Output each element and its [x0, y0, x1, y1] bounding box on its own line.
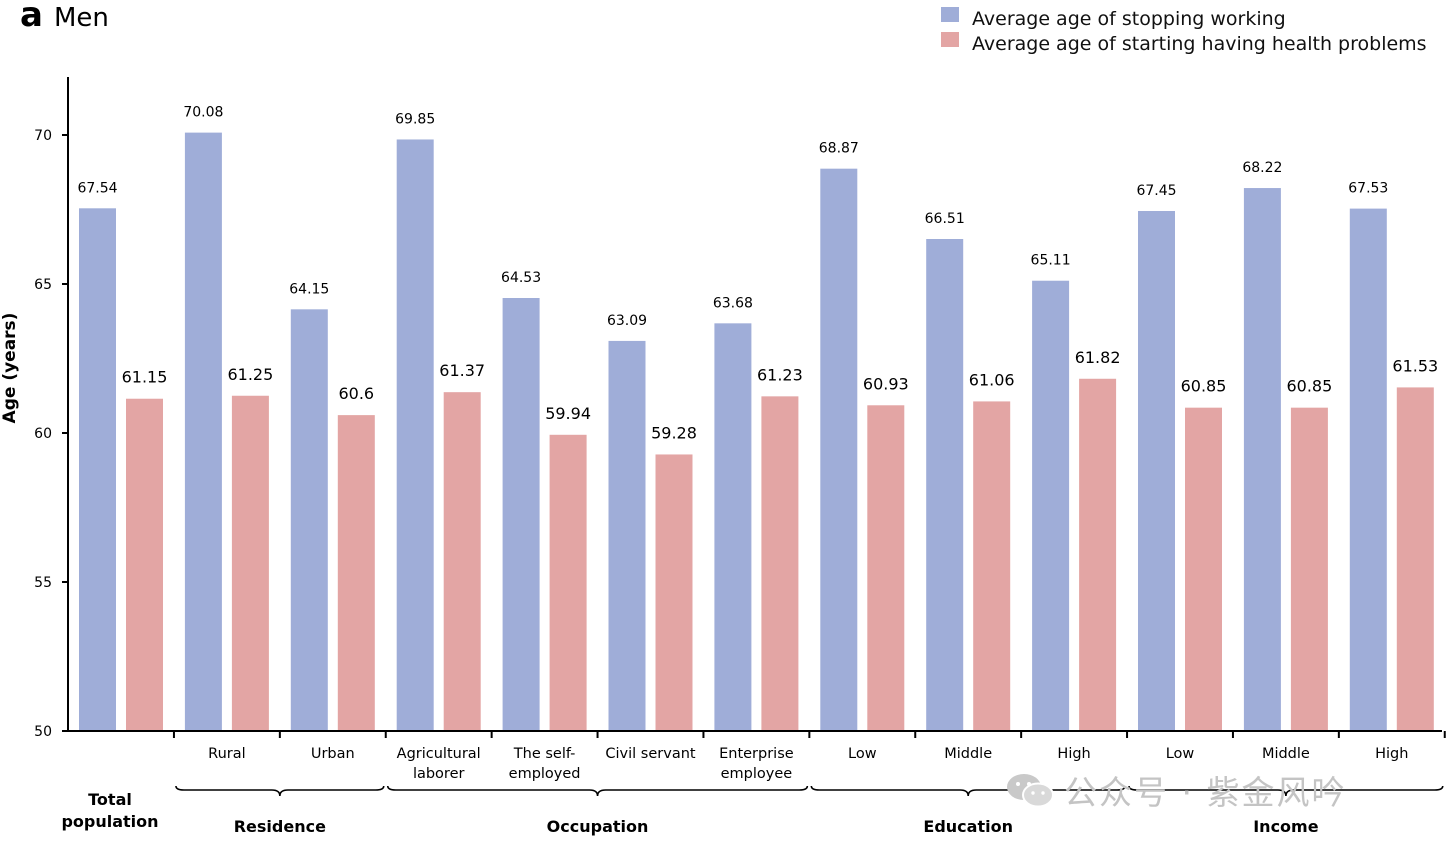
group-brace — [386, 785, 809, 797]
bar-health-problems — [337, 415, 375, 731]
x-axis: Total population Rural Urban Agricultural lab… — [61, 730, 1446, 831]
value-label-stopping-working: 68.22 — [1242, 160, 1282, 176]
y-axis: 50 55 60 65 70 — [34, 77, 69, 740]
bar-health-problems — [1079, 378, 1117, 731]
value-label-health-problems: 61.06 — [969, 370, 1015, 389]
bar-stopping-working — [79, 208, 116, 732]
value-label-stopping-working: 70.08 — [183, 105, 223, 121]
bar-health-problems — [1185, 407, 1222, 731]
value-label-stopping-working: 63.09 — [607, 313, 647, 329]
panel-letter: a — [20, 0, 43, 35]
group-brace — [175, 785, 385, 797]
bar-health-problems — [126, 398, 163, 731]
category-label: Urban — [311, 746, 355, 762]
value-label-health-problems: 61.15 — [122, 368, 168, 387]
value-label-stopping-working: 67.45 — [1136, 183, 1176, 199]
value-label-health-problems: 60.85 — [1181, 377, 1227, 396]
category-label: Low — [848, 746, 877, 762]
value-label-health-problems: 60.6 — [338, 384, 374, 403]
bar-stopping-working — [184, 132, 222, 732]
bar-health-problems — [761, 396, 799, 731]
group-brace — [810, 785, 1126, 797]
value-label-stopping-working: 68.87 — [819, 141, 859, 157]
legend: Average age of stopping working Average … — [941, 7, 1427, 55]
bar-area: 67.54 61.15 70.08 61.25 64.15 60.6 69.85 61.37 6… — [77, 105, 1438, 732]
category-groups: Residence Occupation Education Income — [175, 785, 1444, 836]
value-label-stopping-working: 64.15 — [289, 281, 329, 297]
category-label: Enterprise — [719, 746, 794, 762]
category-label: Total — [88, 790, 132, 809]
bar-stopping-working — [820, 168, 858, 731]
bar-stopping-working — [396, 139, 434, 732]
category-label: Middle — [944, 746, 992, 762]
category-label: High — [1057, 746, 1090, 762]
bar-stopping-working — [1349, 208, 1387, 731]
legend-label-health-problems: Average age of starting having health pr… — [972, 33, 1427, 55]
value-label-stopping-working: 69.85 — [395, 111, 435, 127]
bar-stopping-working — [926, 239, 964, 731]
bar-health-problems — [867, 405, 905, 731]
bar-health-problems — [443, 392, 481, 731]
value-label-health-problems: 60.93 — [863, 374, 909, 393]
group-label: Income — [1253, 817, 1318, 836]
value-label-stopping-working: 63.68 — [713, 295, 753, 311]
value-label-health-problems: 61.37 — [439, 361, 485, 380]
bar-health-problems — [1290, 407, 1328, 731]
y-tick-label: 60 — [34, 426, 52, 442]
value-label-stopping-working: 65.11 — [1031, 253, 1071, 269]
y-tick-label: 65 — [34, 277, 52, 293]
category-label: The self- — [513, 746, 576, 762]
group-brace — [1128, 785, 1444, 797]
bar-stopping-working — [1243, 188, 1281, 731]
watermark-text: 公众号 · 紫金风吟 — [1064, 773, 1347, 812]
legend-label-stopping-working: Average age of stopping working — [972, 8, 1286, 30]
value-label-stopping-working: 64.53 — [501, 270, 541, 286]
group-label: Education — [923, 817, 1013, 836]
category-label: Low — [1166, 746, 1195, 762]
bar-stopping-working — [290, 309, 328, 731]
value-label-stopping-working: 67.53 — [1348, 181, 1388, 197]
y-tick-label: 70 — [34, 128, 52, 144]
category-label: laborer — [413, 766, 465, 782]
value-label-health-problems: 61.25 — [227, 365, 273, 384]
bar-stopping-working — [608, 340, 646, 731]
group-label: Residence — [234, 817, 326, 836]
category-label: High — [1375, 746, 1408, 762]
bar-health-problems — [231, 395, 269, 731]
bar-stopping-working — [1138, 210, 1175, 732]
bar-stopping-working — [714, 323, 752, 731]
value-label-stopping-working: 67.54 — [77, 180, 117, 196]
category-label: population — [61, 812, 158, 831]
value-label-health-problems: 60.85 — [1286, 377, 1332, 396]
category-label: employee — [721, 766, 793, 782]
watermark: 公众号 · 紫金风吟 — [1004, 766, 1346, 814]
category-label: employed — [509, 766, 581, 782]
bar-health-problems — [973, 401, 1011, 731]
bar-health-problems — [1396, 387, 1434, 731]
y-tick-label: 55 — [34, 575, 52, 591]
legend-swatch-health-problems — [941, 32, 959, 47]
y-axis-title: Age (years) — [0, 313, 20, 424]
category-label: Agricultural — [397, 746, 481, 762]
value-label-health-problems: 59.28 — [651, 423, 697, 442]
bar-health-problems — [655, 454, 693, 731]
category-label: Civil servant — [605, 746, 695, 762]
bar-health-problems — [549, 434, 587, 731]
category-label: Middle — [1262, 746, 1310, 762]
y-tick-label: 50 — [34, 724, 52, 740]
bar-stopping-working — [1032, 280, 1070, 731]
value-label-stopping-working: 66.51 — [925, 211, 965, 227]
legend-swatch-stopping-working — [941, 7, 959, 22]
group-label: Occupation — [547, 817, 649, 836]
value-label-health-problems: 61.23 — [757, 365, 803, 384]
value-label-health-problems: 61.82 — [1075, 348, 1121, 367]
panel-title: Men — [54, 3, 109, 33]
category-label: Rural — [208, 746, 246, 762]
bar-stopping-working — [502, 298, 540, 731]
wechat-icon — [1007, 774, 1054, 808]
value-label-health-problems: 59.94 — [545, 404, 591, 423]
value-label-health-problems: 61.53 — [1392, 356, 1438, 375]
